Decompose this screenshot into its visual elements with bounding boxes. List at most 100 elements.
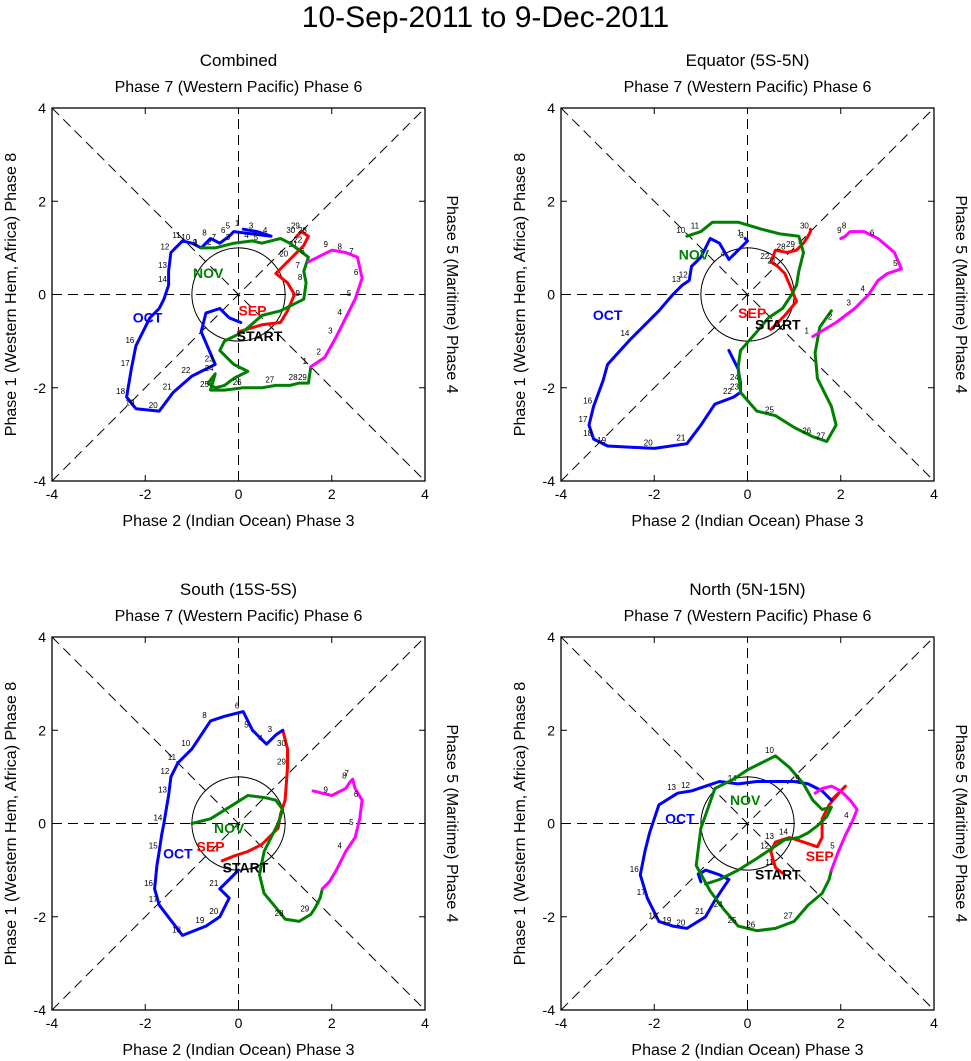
day-label: 23	[205, 354, 214, 363]
day-label: 14	[620, 329, 629, 338]
series-line-sep	[220, 728, 289, 863]
day-label: 17	[637, 888, 646, 897]
right-axis-label: Phase 5 (Maritime) Phase 4	[443, 195, 460, 393]
series-line-sep	[237, 230, 310, 334]
top-axis-label: Phase 7 (Western Pacific) Phase 6	[624, 608, 872, 625]
day-label: 8	[202, 711, 207, 720]
day-label: 28	[275, 909, 284, 918]
panel-title: Equator (5S-5N)	[686, 51, 810, 70]
day-label: 4	[244, 231, 249, 240]
month-label-oct: OCT	[665, 811, 695, 827]
x-tick-label: 0	[744, 486, 752, 502]
x-tick-label: 0	[235, 1015, 243, 1031]
diagonal-line	[51, 107, 426, 482]
day-label: 19	[597, 436, 606, 445]
day-label: 28	[298, 226, 307, 235]
series-line-dec	[311, 777, 364, 891]
bottom-axis-label: Phase 2 (Indian Ocean) Phase 3	[631, 1042, 863, 1059]
day-label: 22	[181, 366, 190, 375]
left-axis-label: Phase 1 (Western Hem, Africa) Phase 8	[512, 682, 529, 965]
day-label: 9	[837, 226, 842, 235]
day-label: 4	[860, 285, 865, 294]
day-label: 3	[328, 326, 333, 335]
day-label: 5	[244, 720, 249, 729]
right-axis-label: Phase 5 (Maritime) Phase 4	[443, 724, 460, 922]
y-tick-label: 0	[547, 287, 555, 303]
x-tick-label: -2	[648, 486, 661, 502]
x-tick-label: 2	[328, 486, 336, 502]
day-label: 18	[583, 429, 592, 438]
series-line-oct	[638, 780, 833, 930]
diagonal-line	[560, 636, 935, 1011]
series-line-nov	[199, 237, 313, 392]
x-tick-label: 2	[328, 1015, 336, 1031]
day-label: 7	[212, 233, 217, 242]
day-label: 5	[893, 259, 898, 268]
day-label: 13	[158, 261, 167, 270]
day-label: 4	[844, 811, 849, 820]
day-label: 8	[842, 222, 847, 231]
day-label: 13	[158, 786, 167, 795]
day-label: 1	[235, 219, 240, 228]
day-label: 11	[765, 858, 774, 867]
day-label: 10	[765, 746, 774, 755]
start-label: START	[237, 328, 283, 344]
x-tick-label: -2	[139, 486, 152, 502]
x-tick-label: 2	[837, 1015, 845, 1031]
y-tick-label: 2	[547, 722, 555, 738]
figure-title: 10-Sep-2011 to 9-Dec-2011	[301, 1, 670, 34]
y-tick-label: 4	[547, 100, 555, 116]
month-label-sep: SEP	[806, 848, 834, 864]
day-label: 18	[172, 925, 181, 934]
day-label: 6	[300, 247, 305, 256]
day-label: 4	[721, 250, 726, 259]
day-label: 16	[630, 865, 639, 874]
day-label: 9	[324, 786, 329, 795]
y-tick-label: -2	[543, 380, 556, 396]
day-label: 28	[289, 373, 298, 382]
start-label: START	[755, 866, 801, 882]
day-label: 5	[830, 841, 835, 850]
y-tick-label: 4	[38, 629, 46, 645]
day-label: 17	[121, 359, 130, 368]
day-label: 27	[265, 375, 274, 384]
month-label-nov: NOV	[679, 247, 710, 263]
day-label: 19	[125, 399, 134, 408]
day-label: 5	[254, 233, 259, 242]
amplitude-circle	[700, 776, 795, 871]
day-label: 14	[153, 814, 162, 823]
day-label: 2	[828, 312, 833, 321]
day-label: 9	[193, 238, 198, 247]
day-label: 20	[676, 918, 685, 927]
x-tick-label: 0	[235, 486, 243, 502]
day-label: 21	[676, 434, 685, 443]
day-label: 3	[739, 231, 744, 240]
month-label-nov: NOV	[730, 792, 761, 808]
x-tick-label: -4	[46, 486, 59, 502]
day-label: 2	[317, 347, 322, 356]
day-label: 10	[676, 226, 685, 235]
day-label: 5	[347, 289, 352, 298]
day-label: 25	[765, 406, 774, 415]
top-axis-label: Phase 7 (Western Pacific) Phase 6	[624, 79, 872, 96]
day-label: 21	[767, 257, 776, 266]
day-label: 22	[293, 236, 302, 245]
y-tick-label: -4	[543, 473, 556, 489]
series-line-nov	[190, 794, 324, 923]
y-tick-label: -4	[543, 1002, 556, 1018]
day-label: 21	[209, 879, 218, 888]
day-label: 25	[728, 916, 737, 925]
day-label: 1	[193, 238, 198, 247]
day-label: 29	[300, 904, 309, 913]
day-label: 7	[296, 261, 301, 270]
day-label: 7	[345, 769, 350, 778]
day-label: 30	[286, 226, 295, 235]
day-label: 12	[681, 781, 690, 790]
day-label: 10	[181, 739, 190, 748]
y-tick-label: 0	[38, 816, 46, 832]
day-label: 12	[160, 767, 169, 776]
day-label: 26	[233, 378, 242, 387]
day-label: 8	[342, 772, 347, 781]
